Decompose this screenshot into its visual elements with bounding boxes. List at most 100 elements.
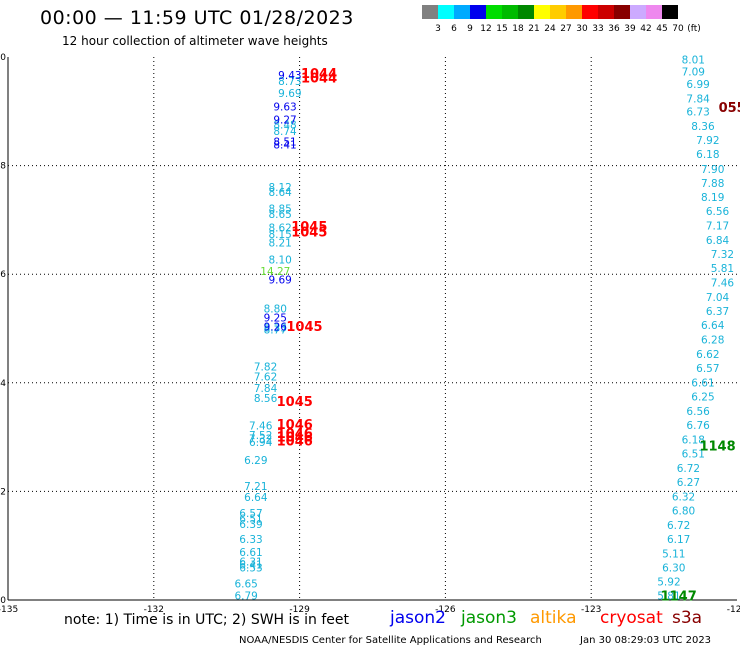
color-swatch: [646, 5, 662, 19]
wave-height-point: 6.61: [691, 377, 714, 389]
wave-height-point: 7.04: [706, 292, 730, 304]
satellite-legend-s3a: s3a: [672, 608, 703, 628]
color-scale-label: 70: [672, 24, 684, 34]
wave-height-point: 6.79: [234, 591, 257, 603]
wave-height-point: 6.28: [701, 334, 724, 346]
color-scale-label: 36: [608, 24, 620, 34]
color-scale-label: 33: [592, 24, 604, 34]
color-swatch: [566, 5, 582, 19]
wave-height-point: 7.62: [254, 371, 277, 383]
wave-height-point: 6.31: [239, 556, 262, 568]
wave-height-point: 6.29: [244, 455, 267, 467]
color-swatch: [598, 5, 614, 19]
wave-height-point: 9.43: [278, 70, 301, 82]
color-scale-label: 9: [467, 24, 473, 34]
wave-height-point: 6.72: [667, 520, 690, 532]
wave-height-point: 9.63: [273, 101, 296, 113]
wave-height-point: 6.72: [677, 463, 700, 475]
color-swatch: [486, 5, 502, 19]
wave-height-point: 1045: [291, 225, 327, 240]
color-scale-label: 39: [624, 24, 636, 34]
color-swatch: [550, 5, 566, 19]
wave-height-point: 6.51: [239, 514, 262, 526]
color-scale-label: 42: [640, 24, 652, 34]
wave-height-point: 6.18: [696, 149, 719, 161]
wave-height-point: 9.25: [264, 313, 287, 325]
wave-height-point: 8.73: [278, 76, 301, 88]
wave-height-point: 6.25: [691, 391, 714, 403]
wave-height-point: 7.92: [696, 135, 719, 147]
color-scale-label: 12: [480, 24, 492, 34]
footer-credit: NOAA/NESDIS Center for Satellite Applica…: [239, 635, 542, 646]
wave-height-point: 1046: [277, 418, 313, 433]
wave-height-point: 6.27: [677, 477, 700, 489]
wave-height-point: 9.26: [264, 321, 288, 333]
color-swatch: [438, 5, 454, 19]
y-tick-label: 10: [0, 53, 6, 63]
y-tick-label: 4: [0, 379, 6, 389]
color-scale-label: 24: [544, 24, 556, 34]
y-tick-label: 2: [0, 487, 6, 497]
wave-height-point: 8.48: [273, 119, 296, 131]
wave-height-point: 8.77: [264, 325, 287, 337]
wave-height-point: 7.46: [249, 421, 273, 433]
wave-height-point: 7.82: [254, 362, 277, 374]
wave-height-point: 6.62: [696, 349, 719, 361]
wave-height-point: 7.90: [701, 164, 724, 176]
wave-height-point: 6.39: [239, 519, 262, 531]
wave-height-point: 6.57: [239, 508, 262, 520]
wave-height-point: 6.41: [239, 560, 262, 572]
color-swatch: [502, 5, 518, 19]
color-swatch: [534, 5, 550, 19]
color-scale-label: 18: [512, 24, 524, 34]
wave-height-point: 6.84: [706, 235, 730, 247]
wave-height-point: 1147: [661, 590, 697, 605]
wave-height-point: 6.32: [672, 491, 695, 503]
wave-height-point: 7.09: [682, 67, 705, 79]
color-scale-label: 30: [576, 24, 588, 34]
wave-height-point: 8.19: [701, 192, 724, 204]
wave-height-point: 6.57: [696, 363, 719, 375]
wave-height-point: 1045: [277, 395, 313, 410]
wave-height-point: 1046: [277, 427, 313, 442]
wave-height-point: 8.62: [268, 223, 291, 235]
wave-height-point: 1046: [277, 431, 313, 446]
wave-height-point: 8.65: [268, 209, 291, 221]
wave-height-point: 7.46: [711, 277, 735, 289]
wave-height-point: 1044: [301, 72, 337, 87]
wave-height-point: 6.61: [239, 547, 262, 559]
satellite-legend-jason3: jason3: [461, 608, 517, 628]
wave-height-point: 1046: [277, 434, 313, 449]
wave-height-point: 6.51: [682, 448, 705, 460]
wave-height-point: 6.73: [686, 106, 709, 118]
wave-height-point: 8.56: [254, 393, 278, 405]
wave-height-point: 6.56: [686, 406, 710, 418]
y-tick-label: 8: [0, 162, 6, 172]
color-swatch: [454, 5, 470, 19]
color-swatch: [614, 5, 630, 19]
wave-height-point: 6.76: [686, 420, 710, 432]
satellite-legend-jason2: jason2: [390, 608, 446, 628]
wave-height-point: 6.56: [706, 206, 730, 218]
chart-title: 00:00 — 11:59 UTC 01/28/2023: [40, 7, 354, 29]
wave-height-point: 5.81: [711, 263, 734, 275]
wave-height-point: 7.84: [686, 93, 710, 105]
wave-height-point: 5.81: [657, 591, 680, 603]
color-scale-label: 45: [656, 24, 668, 34]
x-tick-label: -120: [727, 605, 740, 615]
color-scale-label: 27: [560, 24, 572, 34]
wave-height-point: 8.51: [273, 137, 296, 149]
wave-height-point: 6.64: [701, 320, 725, 332]
wave-height-point: 7.84: [254, 383, 278, 395]
wave-height-point: 8.80: [264, 303, 287, 315]
x-tick-label: -135: [0, 605, 18, 615]
wave-height-point: 1044: [301, 67, 337, 82]
wave-height-point: 1148: [699, 439, 735, 454]
wave-height-point: 14.27: [260, 266, 290, 278]
wave-height-point: 9.69: [268, 275, 291, 287]
wave-height-point: 7.17: [706, 220, 729, 232]
wave-height-point: 7.32: [249, 434, 272, 446]
color-swatch: [582, 5, 598, 19]
wave-height-point: 8.64: [268, 187, 292, 199]
color-scale-label: 15: [496, 24, 508, 34]
